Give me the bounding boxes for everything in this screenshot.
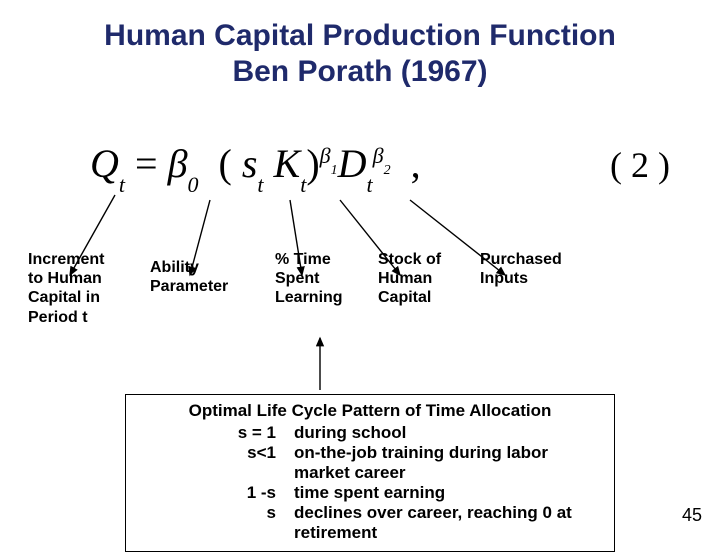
label-st: % TimeSpentLearning bbox=[275, 250, 385, 308]
label-Dt: PurchasedInputs bbox=[480, 250, 600, 288]
equation-number: ( 2 ) bbox=[610, 144, 670, 186]
label-Kt: Stock ofHumanCapital bbox=[378, 250, 488, 308]
labels-row: Incrementto HumanCapital inPeriod t Abil… bbox=[0, 250, 720, 330]
label-Qt: Incrementto HumanCapital inPeriod t bbox=[28, 250, 138, 327]
slide-title: Human Capital Production Function Ben Po… bbox=[0, 0, 720, 90]
optimal-value: during school bbox=[294, 423, 604, 443]
equation: Qt = β0 ( st Kt)β1Dtβ2 , bbox=[90, 140, 421, 192]
optimal-value: time spent earning bbox=[294, 483, 604, 503]
optimal-key: 1 -s bbox=[232, 483, 294, 503]
title-line-2: Ben Porath (1967) bbox=[232, 55, 487, 88]
optimal-key: s = 1 bbox=[232, 423, 294, 443]
optimal-value: declines over career, reaching 0 at reti… bbox=[294, 503, 604, 543]
equation-area: Qt = β0 ( st Kt)β1Dtβ2 , ( 2 ) bbox=[0, 130, 720, 250]
label-b0: AbilityParameter bbox=[150, 258, 260, 296]
optimal-rows: s = 1during schools<1on-the-job training… bbox=[136, 423, 604, 543]
optimal-box: Optimal Life Cycle Pattern of Time Alloc… bbox=[125, 394, 615, 552]
optimal-value: on-the-job training during labor market … bbox=[294, 443, 604, 483]
optimal-heading: Optimal Life Cycle Pattern of Time Alloc… bbox=[136, 401, 604, 421]
optimal-key: s<1 bbox=[232, 443, 294, 483]
page-number: 45 bbox=[682, 505, 702, 526]
title-line-1: Human Capital Production Function bbox=[104, 19, 616, 52]
optimal-key: s bbox=[232, 503, 294, 543]
